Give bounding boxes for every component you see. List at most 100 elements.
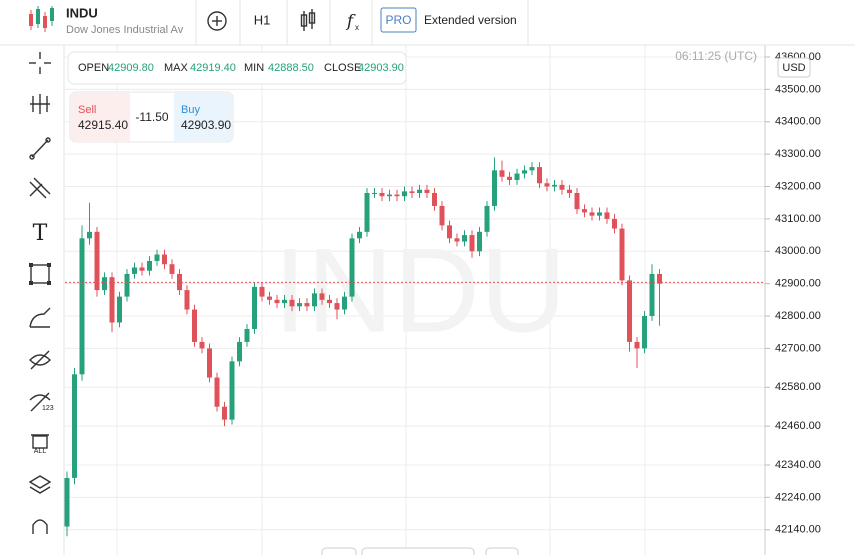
candle-body [259,286,265,297]
buy-button[interactable] [174,93,232,141]
candle-body [439,205,445,226]
pro-label: PRO [385,13,411,27]
ohlc-close: 42903.90 [358,62,404,74]
ohlc-max: 42919.40 [190,62,236,74]
candle-body [267,296,272,300]
candle-body [492,170,497,206]
ohlc-max-label: MAX [164,62,189,74]
y-tick-label: 43400.00 [775,116,821,128]
candle-body [124,273,130,297]
y-tick-label: 42580.00 [775,381,821,393]
y-tick-label: 42800.00 [775,310,821,322]
bottom-button[interactable] [485,547,519,555]
sidebar [0,46,64,555]
ohlc-min: 42888.50 [268,62,314,74]
candle-body [597,212,602,216]
candle-body [222,406,227,420]
crosshair-tool[interactable] [29,52,51,74]
extended-version[interactable]: Extended version [424,13,517,27]
sell-price: 42915.40 [78,118,128,132]
price-axis: 43600.0043500.0043400.0043300.0043200.00… [765,51,821,536]
magnet-tool[interactable] [32,519,48,534]
candle-body [507,176,512,181]
bottom-button[interactable] [321,547,357,555]
candle-body [177,273,182,291]
candle-body [64,477,70,527]
candle-body [334,303,340,310]
candle-body [559,184,565,190]
candle-body [162,254,167,265]
candle-body [372,192,377,194]
brush-tool[interactable] [29,307,51,328]
candle-body [514,173,520,181]
candle-body [529,167,535,171]
candle-body [214,377,220,407]
candle-body [87,231,92,239]
chart-type-button[interactable] [300,9,316,31]
candle-body [627,280,632,342]
candle-body [252,286,257,329]
buy-label: Buy [181,104,200,116]
candle-body [642,316,647,349]
bottom-button[interactable] [361,547,475,555]
candle-body [289,299,295,307]
add-button[interactable] [207,11,227,31]
bars-tool[interactable] [30,94,50,114]
candle-body [72,374,77,478]
currency-button[interactable] [777,57,811,78]
pro-badge[interactable] [380,7,417,33]
line-tool[interactable] [29,137,51,160]
candle-body [567,189,572,193]
candle-body [499,170,505,177]
candle-body [237,341,242,362]
candle-body [589,212,595,216]
candle-body [169,264,175,274]
text-tool[interactable]: T [33,221,48,246]
candle-body [634,341,640,349]
candle-body [184,290,190,310]
candle-body [79,238,85,375]
candle-body [312,293,317,307]
candle-body [154,254,160,261]
candle-body [387,194,392,197]
spread: -11.50 [135,110,168,124]
timeframe-button[interactable]: H1 [254,12,271,27]
sell-button[interactable] [71,93,130,141]
candle-body [229,361,235,420]
candle-body [469,235,475,252]
y-tick-label: 43000.00 [775,245,821,257]
candle-body [417,189,422,193]
indicators-button[interactable]: f [345,12,356,32]
y-tick-label: 42460.00 [775,420,821,432]
y-tick-label: 42140.00 [775,524,821,536]
y-tick-label: 43100.00 [775,213,821,225]
shape-tool[interactable] [29,263,51,285]
candle-body [147,260,152,271]
candle-body [574,192,580,210]
layers-tool[interactable] [28,475,52,494]
candle-body [462,235,467,242]
candle-body [484,205,490,232]
candle-body [537,167,542,184]
currency: USD [782,62,805,74]
hide-drawings-tool[interactable] [29,350,51,370]
candle-body [304,303,310,307]
candle-body [297,303,302,307]
candle-body [379,192,385,197]
candle-body [282,299,287,304]
candle-body [244,328,250,342]
ohlc-min-label: MIN [244,62,264,74]
candle-body [364,192,370,232]
candle-body [94,231,100,291]
candle-body [199,341,205,349]
candle-body [349,238,355,297]
candle-body [619,228,625,281]
candle-body [402,191,407,197]
delete-all-tool[interactable]: ALL [31,434,49,455]
candle-body [192,309,197,342]
channel-tool[interactable] [29,177,51,199]
hide-indicators-tool[interactable]: 123 [29,392,54,412]
svg-text:ALL: ALL [34,448,47,455]
candle-body [319,293,325,300]
candle-body [657,273,662,284]
